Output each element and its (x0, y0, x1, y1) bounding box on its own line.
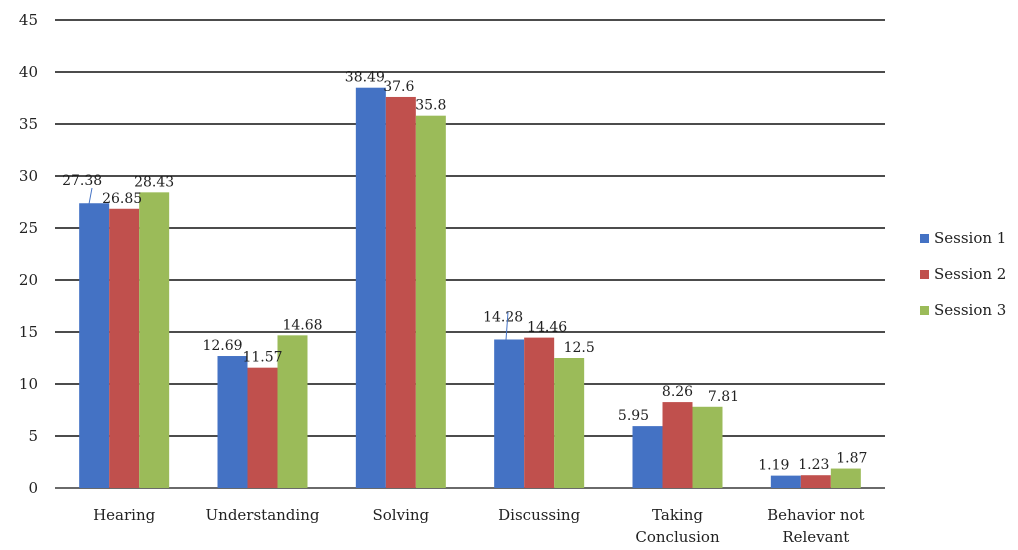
bar-session-3 (277, 335, 308, 488)
data-label: 26.85 (102, 191, 142, 207)
data-label: 1.19 (758, 458, 789, 474)
legend-swatch (920, 306, 929, 315)
legend: Session 1 Session 2 Session 3 (920, 229, 1006, 319)
y-tick-label: 35 (19, 115, 38, 133)
x-tick-label: Solving (373, 506, 430, 524)
bar-session-1 (355, 87, 386, 488)
data-label: 5.95 (618, 408, 649, 424)
x-axis-ticks: Hearing Understanding Solving Discussing Tak… (93, 506, 864, 546)
data-label: 27.38 (62, 173, 102, 189)
bar-session-3 (139, 192, 170, 488)
bars (79, 87, 861, 489)
x-tick-label: Understanding (206, 506, 320, 524)
bar-session-2 (247, 367, 278, 488)
bar-session-2 (662, 402, 693, 488)
data-label: 1.87 (836, 451, 867, 467)
data-label: 14.46 (527, 320, 567, 336)
bar-session-3 (415, 115, 446, 489)
x-tick-label: Relevant (782, 528, 849, 546)
x-tick-label: Conclusion (635, 528, 720, 546)
y-tick-label: 25 (19, 219, 38, 237)
legend-label: Session 3 (934, 301, 1006, 319)
label-leader-line (88, 187, 93, 205)
data-label: 37.6 (383, 79, 414, 95)
data-label: 28.43 (134, 174, 174, 190)
y-tick-label: 15 (19, 323, 38, 341)
x-tick-label: Behavior not (767, 506, 864, 524)
data-label: 35.8 (415, 98, 446, 114)
bar-session-2 (385, 96, 416, 489)
bar-session-1 (494, 339, 525, 488)
data-label: 12.69 (202, 338, 242, 354)
gridlines (55, 19, 885, 489)
bar-session-1 (79, 203, 110, 489)
y-tick-label: 20 (19, 271, 38, 289)
legend-label: Session 1 (934, 229, 1006, 247)
y-axis-ticks: 0 5 10 15 20 25 30 35 40 45 (19, 11, 38, 497)
data-label: 14.68 (282, 317, 322, 333)
x-tick-label: Discussing (498, 506, 580, 524)
bar-session-1 (632, 426, 663, 488)
legend-swatch (920, 270, 929, 279)
y-tick-label: 30 (19, 167, 38, 185)
x-tick-label: Hearing (93, 506, 156, 524)
y-tick-label: 40 (19, 63, 38, 81)
y-tick-label: 45 (19, 11, 38, 29)
bar-session-1 (770, 475, 801, 488)
label-leader-line (505, 311, 509, 341)
bar-session-2 (800, 475, 831, 488)
y-tick-label: 10 (19, 375, 38, 393)
legend-swatch (920, 234, 929, 243)
bar-session-3 (554, 358, 585, 488)
bar-session-2 (109, 208, 140, 488)
data-label: 8.26 (662, 384, 693, 400)
y-tick-label: 0 (28, 479, 38, 497)
legend-label: Session 2 (934, 265, 1006, 283)
bar-session-3 (692, 406, 723, 488)
data-label: 7.81 (708, 389, 739, 405)
x-tick-label: Taking (652, 506, 703, 524)
bar-session-3 (830, 468, 861, 488)
y-tick-label: 5 (28, 427, 38, 445)
data-label: 11.57 (242, 350, 282, 366)
data-label: 14.28 (483, 309, 523, 325)
data-label: 38.49 (345, 70, 385, 86)
bar-session-1 (217, 356, 248, 488)
data-label: 1.23 (798, 457, 829, 473)
bar-session-2 (524, 337, 555, 488)
data-label: 12.5 (564, 340, 595, 356)
